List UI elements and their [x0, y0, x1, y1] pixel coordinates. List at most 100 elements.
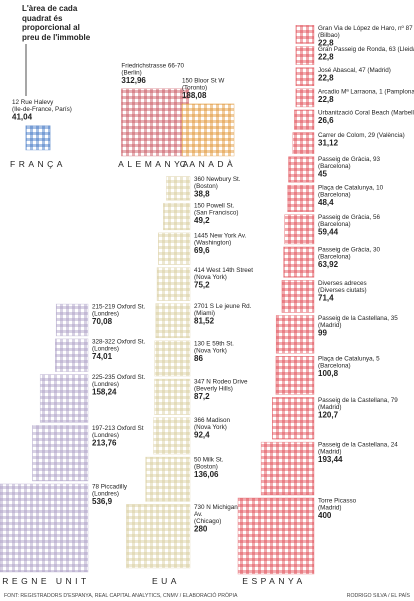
value-label: 22,8	[318, 95, 334, 104]
address: (Chicago)	[194, 518, 221, 525]
price-square	[275, 355, 315, 395]
address: 730 N Michigan	[194, 504, 238, 511]
address: 78 Piccadilly	[92, 483, 128, 490]
address: (Londres)	[92, 381, 119, 388]
value-label: 22,8	[318, 38, 334, 47]
address: 328-322 Oxford St.	[92, 338, 145, 345]
price-square	[260, 441, 315, 496]
value-label: 136,06	[194, 470, 219, 479]
value-label: 48,4	[318, 198, 334, 207]
address: Gran Via de López de Haro, nº 87	[318, 25, 413, 32]
address: 197-213 Oxford St	[92, 425, 144, 432]
address: (Londres)	[92, 490, 119, 497]
price-square	[295, 46, 315, 65]
legend: L'àrea de cada quadrat és proporcional a…	[22, 4, 91, 42]
address: 150 Bloor St W	[182, 77, 224, 84]
price-square	[275, 315, 315, 354]
price-square	[181, 103, 235, 157]
value-label: 70,08	[92, 317, 113, 326]
value-label: 71,4	[318, 293, 334, 302]
price-square	[154, 340, 191, 377]
group-name: ESPANYA	[242, 576, 305, 586]
price-square	[163, 202, 191, 231]
address: (Nova York)	[194, 347, 227, 354]
price-square	[153, 417, 191, 455]
value-label: 188,08	[182, 91, 207, 100]
group-name: CANADÀ	[180, 159, 236, 169]
price-square	[158, 232, 191, 265]
price-square	[121, 88, 189, 157]
address: Urbanització Coral Beach (Marbella)	[318, 109, 414, 116]
address: Passeig de la Castellana, 79	[318, 397, 398, 404]
value-label: 75,2	[194, 281, 210, 290]
address: 215-219 Oxford St.	[92, 304, 145, 311]
price-square	[287, 184, 315, 212]
address: Diverses adreces	[318, 280, 367, 287]
credit: RODRIGO SILVA / EL PAÍS	[347, 592, 411, 599]
address: 50 Milk St.	[194, 457, 224, 464]
value-label: 86	[194, 354, 203, 363]
value-label: 312,96	[121, 76, 146, 85]
address: José Abascal, 47 (Madrid)	[318, 67, 391, 74]
value-label: 41,04	[12, 113, 33, 122]
address: (Miami)	[194, 310, 215, 317]
value-label: 92,4	[194, 431, 210, 440]
value-label: 38,8	[194, 190, 210, 199]
value-label: 536,9	[92, 497, 113, 506]
value-label: 120,7	[318, 410, 339, 419]
price-square	[295, 88, 315, 108]
address: (Toronto)	[182, 84, 207, 91]
address: (Nova York)	[194, 424, 227, 431]
address: Passeig de Gràcia, 93	[318, 156, 380, 163]
value-label: 31,12	[318, 139, 339, 148]
value-label: 81,52	[194, 317, 215, 326]
price-square	[126, 504, 191, 569]
value-label: 63,92	[318, 260, 339, 269]
value-label: 87,2	[194, 392, 210, 401]
address: 225-235 Oxford St.	[92, 374, 145, 381]
address: Gran Passeig de Ronda, 63 (Lleida)	[318, 46, 414, 53]
price-square	[39, 374, 89, 423]
group-name: ALEMANYA	[118, 159, 192, 169]
price-square	[154, 378, 191, 415]
address: (Diverses ciutats)	[318, 287, 367, 294]
address: 130 E 59th St.	[194, 340, 234, 347]
price-square	[155, 303, 191, 339]
address: (Londres)	[92, 311, 119, 318]
address: (Berlin)	[121, 69, 141, 76]
address: Arcadio Mª Larraona, 1 (Pamplona)	[318, 88, 414, 95]
address: 1445 New York Av.	[194, 232, 247, 239]
address: 414 West 14th Street	[194, 267, 253, 274]
address: Passeig de Gràcia, 56	[318, 214, 380, 221]
price-square	[292, 132, 315, 154]
price-square	[294, 109, 315, 130]
address: (Ile-de-France, París)	[12, 106, 72, 113]
address: (Nova York)	[194, 274, 227, 281]
price-square	[156, 267, 191, 301]
address: Friedrichstrasse 66-70	[121, 62, 184, 69]
address: Plaça de Catalunya, 5	[318, 356, 380, 363]
address: (Barcelona)	[318, 221, 351, 228]
address: (San Francisco)	[194, 210, 238, 217]
group-name: REGNE UNIT	[2, 576, 89, 586]
address: (Barcelona)	[318, 363, 351, 370]
address: (Barcelona)	[318, 192, 351, 199]
value-label: 45	[318, 170, 327, 179]
address: 347 N Rodeo Drive	[194, 379, 248, 386]
price-square	[145, 456, 191, 502]
price-square	[295, 67, 315, 87]
address: Torre Picasso	[318, 498, 357, 505]
value-label: 158,24	[92, 388, 117, 397]
price-square	[281, 280, 315, 313]
value-label: 100,8	[318, 369, 339, 378]
address: (Madrid)	[318, 404, 341, 411]
value-label: 49,2	[194, 216, 210, 225]
address: (Madrid)	[318, 449, 341, 456]
price-square	[295, 25, 315, 44]
address: 12 Rue Halevy	[12, 99, 54, 106]
address: (Bilbao)	[318, 32, 340, 39]
value-label: 22,8	[318, 52, 334, 61]
price-square	[55, 303, 89, 337]
value-label: 69,6	[194, 246, 210, 255]
